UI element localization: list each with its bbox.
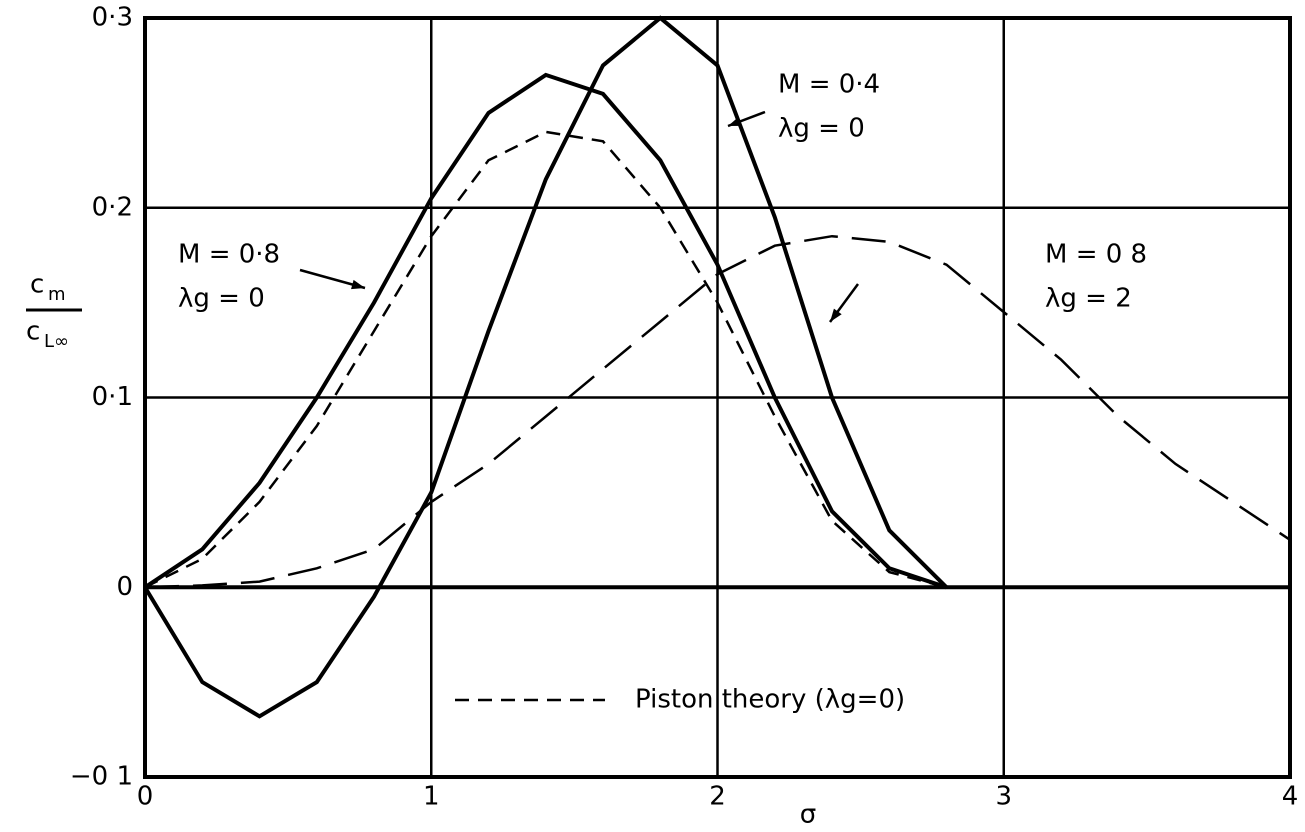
y-label-denominator-sub: L∞ — [44, 331, 69, 352]
series-line — [144, 234, 1291, 589]
y-label-numerator-sub: m — [48, 284, 66, 305]
y-label-numerator: c — [30, 270, 44, 300]
annotation: M = 0 8 — [1045, 240, 1147, 270]
x-tick-label: 1 — [423, 782, 440, 812]
annotation: λg = 0 — [778, 114, 865, 144]
y-tick-label: −0 1 — [70, 762, 133, 792]
x-tick-label: 3 — [995, 782, 1012, 812]
annotation: λg = 0 — [178, 284, 265, 314]
y-tick-label: 0·3 — [92, 3, 133, 33]
y-tick-label: 0·1 — [92, 382, 133, 412]
arrow-head — [351, 279, 365, 290]
x-tick-label: 0 — [137, 782, 154, 812]
y-axis-label: c m c L∞ — [26, 270, 82, 352]
x-tick-label: 2 — [709, 782, 726, 812]
x-tick-label: 4 — [1282, 782, 1299, 812]
y-label-denominator: c — [26, 317, 40, 347]
series-line — [143, 15, 948, 719]
arrow-head — [830, 308, 842, 322]
x-axis-label: σ — [800, 800, 816, 830]
annotation: λg = 2 — [1045, 284, 1132, 314]
y-tick-label: 0·2 — [92, 192, 133, 222]
arrow-head — [728, 116, 742, 126]
series-line — [143, 72, 948, 590]
series-line — [144, 130, 947, 589]
y-tick-label: 0 — [116, 572, 133, 602]
plot-frame — [143, 16, 1292, 779]
annotation: M = 0·4 — [778, 70, 880, 100]
legend-label: Piston theory (λg=0) — [635, 685, 905, 715]
annotation: M = 0·8 — [178, 240, 280, 270]
